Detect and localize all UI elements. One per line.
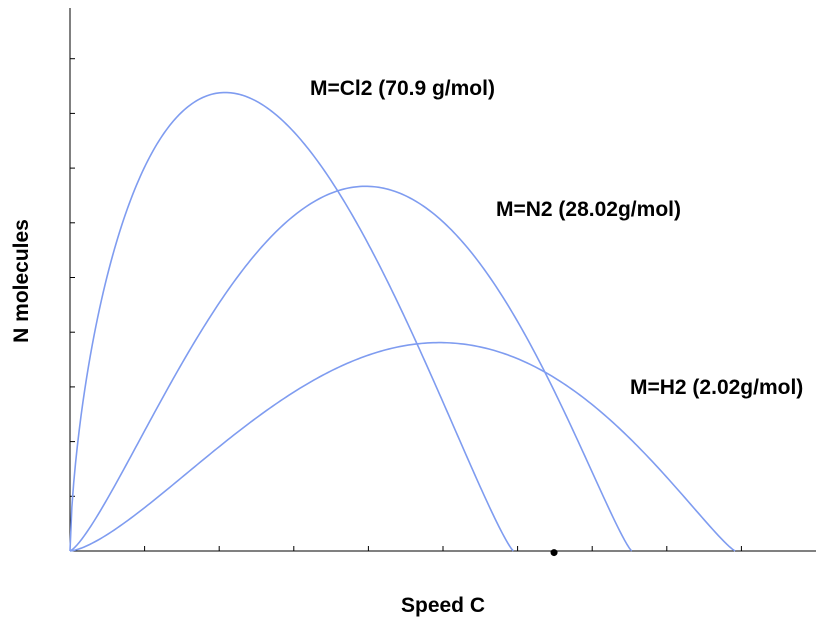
series-line [69,91,515,552]
y-axis-title: N molecules [10,219,33,343]
series-line [69,341,736,552]
series-labels: M=Cl2 (70.9 g/mol) M=N2 (28.02g/mol) M=H2 … [310,77,803,399]
series-label: M=Cl2 (70.9 g/mol) [310,77,495,100]
series-label: M=H2 (2.02g/mol) [630,376,803,399]
ticks [70,58,742,551]
curves [69,91,736,552]
series-line [69,185,633,552]
x-axis-title: Speed C [401,594,485,617]
marker-point [550,549,558,557]
series-label: M=N2 (28.02g/mol) [496,198,681,221]
